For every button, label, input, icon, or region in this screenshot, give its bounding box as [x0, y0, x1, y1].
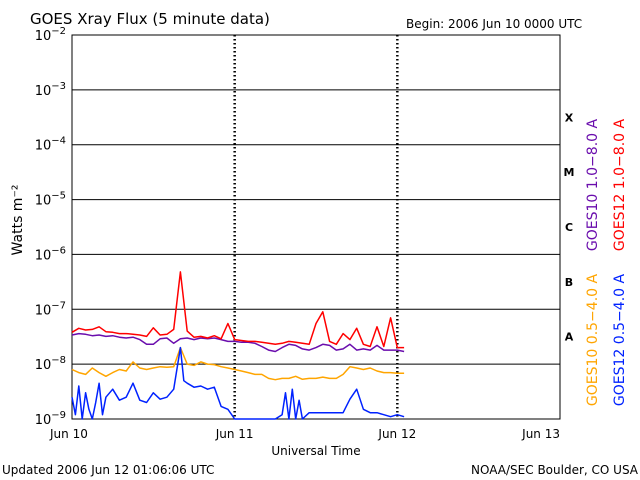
x-tick-label: Jun 10 — [49, 427, 88, 441]
x-axis-label: Universal Time — [271, 444, 360, 458]
flare-class-label: X — [565, 111, 574, 124]
updated-label: Updated 2006 Jun 12 01:06:06 UTC — [2, 463, 214, 477]
flare-class-label: C — [565, 221, 573, 234]
flare-class-labels: X M C B A — [564, 111, 575, 343]
series-line — [71, 346, 405, 420]
y-tick-label: 10−4 — [35, 136, 66, 154]
y-tick-label: 10−7 — [35, 300, 66, 318]
y-tick-label: 10−2 — [35, 26, 66, 44]
y-tick-label: 10−9 — [35, 410, 66, 428]
y-axis-ticks: 10−9 10−8 10−7 10−6 10−5 10−4 10−3 10−2 — [35, 26, 66, 428]
y-tick-label: 10−5 — [35, 191, 66, 209]
series-line — [71, 271, 405, 349]
legend: GOES10 1.0−8.0 A GOES12 1.0−8.0 A GOES10 0… — [585, 119, 628, 407]
x-axis-ticks: Jun 10 Jun 11 Jun 12 Jun 13 — [49, 427, 560, 441]
legend-entry: GOES12 1.0−8.0 A — [612, 119, 628, 252]
flare-class-label: M — [564, 166, 575, 179]
credit-label: NOAA/SEC Boulder, CO USA — [471, 463, 639, 477]
x-tick-label: Jun 13 — [521, 427, 560, 441]
y-axis-label: Watts m⁻² — [10, 185, 26, 256]
legend-entry: GOES12 0.5−4.0 A — [612, 274, 628, 407]
gridlines — [72, 35, 560, 419]
x-tick-label: Jun 12 — [377, 427, 416, 441]
flare-class-label: B — [565, 276, 573, 289]
x-tick-label: Jun 11 — [215, 427, 254, 441]
y-tick-label: 10−6 — [35, 245, 66, 263]
y-tick-label: 10−8 — [35, 355, 66, 373]
series-line — [71, 332, 405, 353]
chart-title: GOES Xray Flux (5 minute data) — [30, 10, 270, 28]
series-lines — [71, 271, 405, 420]
flare-class-label: A — [565, 331, 574, 344]
series-line — [71, 346, 405, 381]
legend-entry: GOES10 1.0−8.0 A — [585, 119, 601, 252]
begin-label: Begin: 2006 Jun 10 0000 UTC — [406, 17, 582, 31]
legend-entry: GOES10 0.5−4.0 A — [585, 274, 601, 407]
y-tick-label: 10−3 — [35, 81, 66, 99]
plot-area — [71, 34, 561, 420]
